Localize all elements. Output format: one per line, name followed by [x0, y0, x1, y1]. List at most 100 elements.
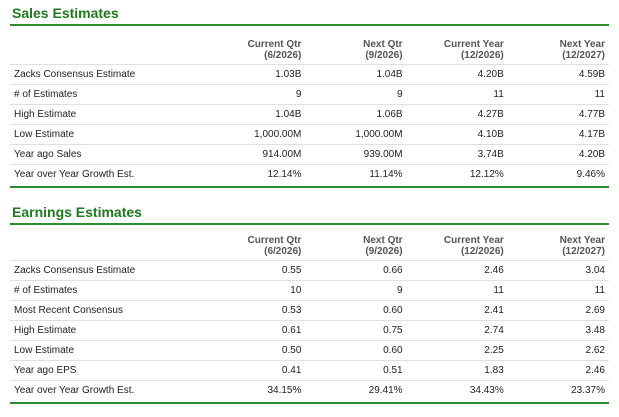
cell-value: 2.69	[507, 300, 609, 321]
sales-estimates-table: Current Qtr (6/2026) Next Qtr (9/2026) Cur…	[10, 26, 609, 184]
cell-value: 0.41	[204, 360, 306, 381]
earnings-estimates-title: Earnings Estimates	[12, 203, 142, 220]
cell-value: 2.46	[507, 360, 609, 381]
cell-value: 0.61	[204, 320, 306, 341]
cell-value: 11	[406, 280, 508, 301]
row-label: # of Estimates	[10, 280, 205, 301]
cell-value: 3.48	[507, 320, 609, 341]
sales-header-col: Next Year (12/2027)	[559, 38, 605, 61]
cell-value: 1.83	[406, 360, 508, 381]
cell-value: 0.51	[305, 360, 407, 381]
cell-value: 914.00M	[204, 143, 306, 164]
cell-value: 0.50	[204, 340, 306, 361]
row-label: Year over Year Growth Est.	[10, 380, 205, 400]
cell-value: 0.66	[305, 260, 407, 281]
earnings-header-col: Next Year (12/2027)	[559, 235, 605, 257]
cell-value: 9	[305, 83, 407, 104]
table-row: Low Estimate 1,000.00M 1,000.00M 4.10B 4.17B	[10, 123, 609, 144]
sales-header-col: Current Qtr (6/2026)	[247, 38, 302, 61]
cell-value: 0.60	[305, 340, 407, 361]
cell-value: 10	[204, 280, 306, 301]
cell-value: 3.74B	[406, 143, 508, 164]
cell-value: 11.14%	[305, 163, 407, 184]
table-row: Most Recent Consensus 0.53 0.60 2.41 2.69	[10, 300, 609, 321]
cell-value: 0.60	[305, 300, 407, 321]
cell-value: 34.43%	[406, 380, 508, 400]
table-row: High Estimate 0.61 0.75 2.74 3.48	[10, 320, 609, 341]
earnings-estimates-section: Earnings Estimates Current Qtr (6/2026) N…	[0, 188, 619, 404]
cell-value: 2.41	[406, 300, 508, 321]
sales-estimates-section: Sales Estimates Current Qtr (6/2026) Next…	[0, 0, 619, 188]
cell-value: 34.15%	[204, 380, 306, 400]
table-row: Year over Year Growth Est. 34.15% 29.41% 34…	[10, 380, 609, 400]
earnings-header-col: Current Year (12/2026)	[443, 235, 504, 257]
row-label: Year over Year Growth Est.	[10, 163, 205, 184]
row-label: Year ago Sales	[10, 143, 205, 164]
cell-value: 29.41%	[305, 380, 407, 400]
cell-value: 1.04B	[305, 63, 407, 84]
sales-header-col: Current Year (12/2026)	[443, 38, 504, 61]
cell-value: 9	[204, 83, 306, 104]
cell-value: 1.06B	[305, 103, 407, 124]
table-row: Low Estimate 0.50 0.60 2.25 2.62	[10, 340, 609, 361]
row-label: Year ago EPS	[10, 360, 205, 381]
row-label: Low Estimate	[10, 123, 205, 144]
cell-value: 12.12%	[406, 163, 508, 184]
cell-value: 0.55	[204, 260, 306, 281]
cell-value: 3.04	[507, 260, 609, 281]
sales-header-row: Current Qtr (6/2026) Next Qtr (9/2026) Cur…	[10, 26, 609, 64]
table-row: # of Estimates 10 9 11 11	[10, 280, 609, 301]
table-row: Year ago EPS 0.41 0.51 1.83 2.46	[10, 360, 609, 381]
cell-value: 4.17B	[507, 123, 609, 144]
earnings-top-rule	[10, 222, 609, 225]
cell-value: 2.74	[406, 320, 508, 341]
earnings-header-row: Current Qtr (6/2026) Next Qtr (9/2026) Cur…	[10, 225, 609, 261]
cell-value: 4.27B	[406, 103, 508, 124]
row-label: High Estimate	[10, 103, 205, 124]
cell-value: 1,000.00M	[305, 123, 407, 144]
row-label: Low Estimate	[10, 340, 205, 361]
cell-value: 4.59B	[507, 63, 609, 84]
cell-value: 1,000.00M	[204, 123, 306, 144]
earnings-bottom-rule	[10, 402, 609, 404]
cell-value: 939.00M	[305, 143, 407, 164]
table-row: Zacks Consensus Estimate 1.03B 1.04B 4.20B 4…	[10, 63, 609, 84]
table-row: Year over Year Growth Est. 12.14% 11.14% 12…	[10, 163, 609, 184]
cell-value: 11	[507, 83, 609, 104]
cell-value: 23.37%	[507, 380, 609, 400]
sales-top-rule	[10, 24, 609, 26]
cell-value: 11	[507, 280, 609, 301]
cell-value: 11	[406, 83, 508, 104]
cell-value: 12.14%	[204, 163, 306, 184]
cell-value: 0.53	[204, 300, 306, 321]
cell-value: 2.25	[406, 340, 508, 361]
row-label: Zacks Consensus Estimate	[10, 63, 205, 84]
sales-header-blank	[10, 26, 204, 64]
earnings-estimates-table: Current Qtr (6/2026) Next Qtr (9/2026) Cur…	[10, 225, 609, 400]
cell-value: 4.10B	[406, 123, 508, 144]
table-row: Year ago Sales 914.00M 939.00M 3.74B 4.20B	[10, 143, 609, 164]
table-row: Zacks Consensus Estimate 0.55 0.66 2.46 3.04	[10, 260, 609, 281]
earnings-header-col: Current Qtr (6/2026)	[247, 235, 302, 257]
table-row: High Estimate 1.04B 1.06B 4.27B 4.77B	[10, 103, 609, 124]
row-label: Zacks Consensus Estimate	[10, 260, 205, 281]
cell-value: 4.20B	[406, 63, 508, 84]
cell-value: 1.04B	[204, 103, 306, 124]
cell-value: 0.75	[305, 320, 407, 341]
cell-value: 2.62	[507, 340, 609, 361]
cell-value: 2.46	[406, 260, 508, 281]
table-row: # of Estimates 9 9 11 11	[10, 83, 609, 104]
row-label: High Estimate	[10, 320, 205, 341]
sales-header-col: Next Qtr (9/2026)	[363, 38, 403, 61]
sales-estimates-title: Sales Estimates	[12, 5, 119, 21]
cell-value: 4.77B	[507, 103, 609, 124]
row-label: # of Estimates	[10, 83, 205, 104]
cell-value: 9.46%	[507, 163, 609, 184]
earnings-header-col: Next Qtr (9/2026)	[363, 235, 403, 257]
sales-bottom-rule	[10, 185, 609, 188]
cell-value: 9	[305, 280, 407, 301]
row-label: Most Recent Consensus	[10, 300, 205, 321]
earnings-header-blank	[10, 225, 204, 261]
cell-value: 4.20B	[507, 143, 609, 164]
cell-value: 1.03B	[204, 63, 306, 84]
